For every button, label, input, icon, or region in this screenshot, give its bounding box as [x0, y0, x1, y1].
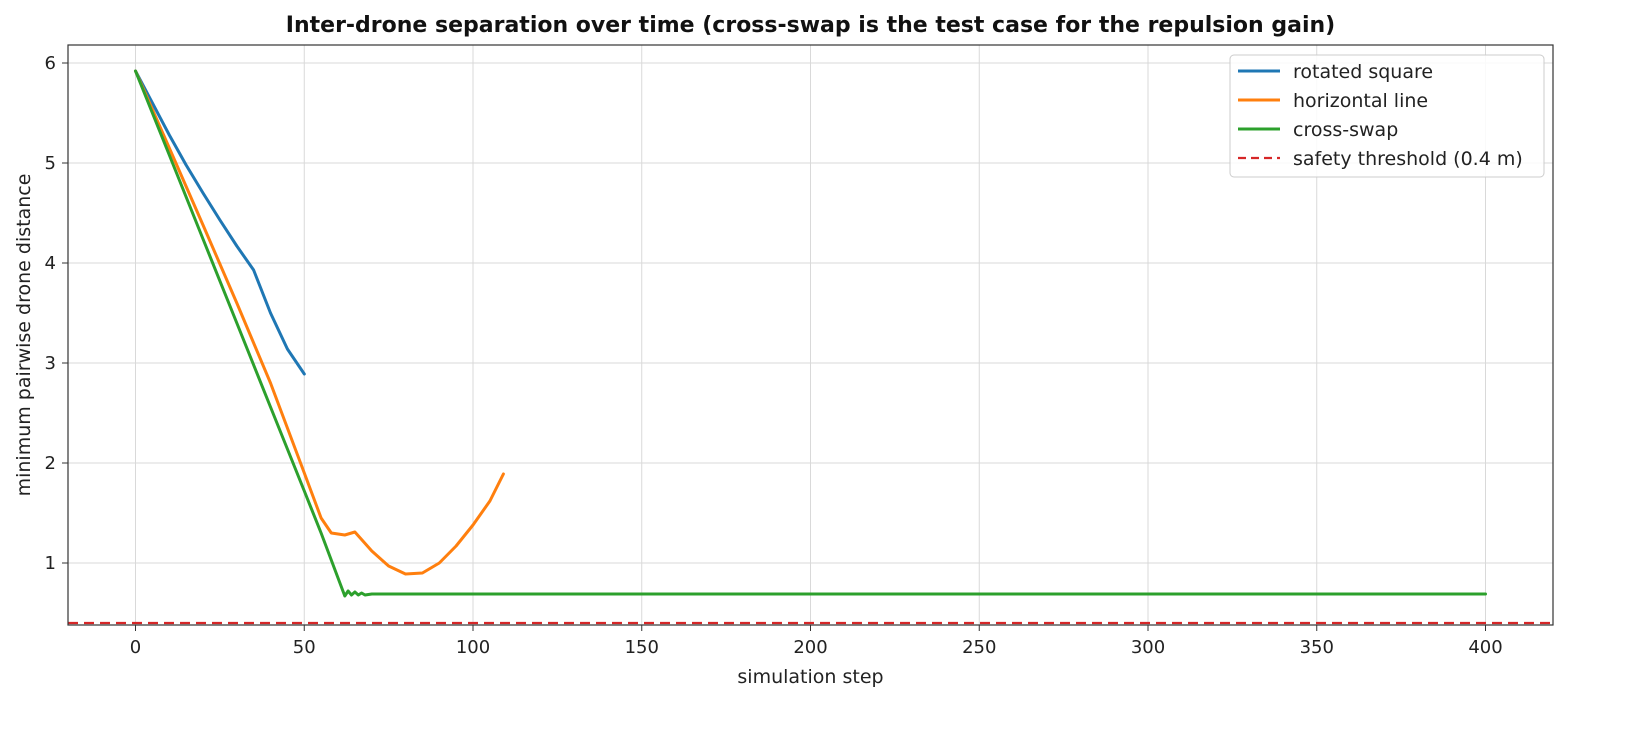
- x-axis-label: simulation step: [737, 666, 883, 688]
- series-line-rotated-square: [134, 69, 306, 376]
- series-line-horizontal-line: [134, 69, 505, 576]
- x-tick-label: 350: [1300, 637, 1334, 658]
- x-tick-label: 400: [1468, 637, 1502, 658]
- y-tick-label: 5: [45, 153, 56, 174]
- legend-box: [1229, 54, 1545, 178]
- y-tick-label: 6: [45, 53, 56, 74]
- legend-label: cross-swap: [1293, 119, 1398, 141]
- y-tick-label: 3: [45, 353, 56, 374]
- x-tick-label: 150: [625, 637, 659, 658]
- y-tick-label: 4: [45, 253, 56, 274]
- y-axis-label: minimum pairwise drone distance: [13, 174, 35, 497]
- legend: rotated square horizontal line cross-swap s…: [1229, 54, 1545, 178]
- x-tick-label: 50: [293, 637, 316, 658]
- legend-label: rotated square: [1293, 61, 1433, 83]
- legend-label: safety threshold (0.4 m): [1293, 148, 1523, 170]
- x-tick-label: 300: [1131, 637, 1165, 658]
- y-tick-label: 2: [45, 453, 56, 474]
- legend-label: horizontal line: [1293, 90, 1428, 112]
- x-tick-label: 0: [130, 637, 141, 658]
- x-tick-label: 200: [793, 637, 827, 658]
- chart-title: Inter-drone separation over time (cross-…: [286, 13, 1335, 38]
- series-line-cross-swap: [134, 69, 1487, 598]
- x-tick-label: 250: [962, 637, 996, 658]
- series-lines: [68, 69, 1553, 625]
- x-tick-label: 100: [456, 637, 490, 658]
- y-tick-label: 1: [45, 553, 56, 574]
- axis-ticks: 0 50 100 150 200 250 300 350 400 1 2 3 4 5 6: [45, 53, 1503, 658]
